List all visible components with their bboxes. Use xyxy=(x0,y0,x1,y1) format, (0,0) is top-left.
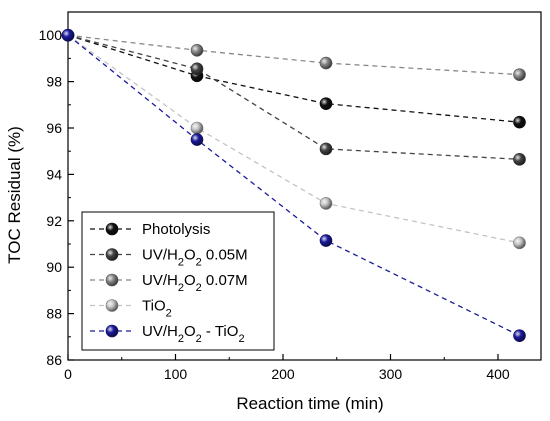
axes: 0 100 200 300 400 86 88 90 92 94 96 98 100 xyxy=(39,11,542,382)
data-point xyxy=(190,43,204,57)
legend-marker xyxy=(105,273,119,287)
x-tick-label: 100 xyxy=(164,366,188,382)
x-tick-label: 0 xyxy=(64,366,72,382)
data-point xyxy=(319,234,333,247)
data-point xyxy=(513,153,526,166)
y-tick-label: 88 xyxy=(46,306,62,322)
series-line xyxy=(67,34,520,337)
legend-item: UV/H2O2 0.05M xyxy=(90,247,248,269)
data-point xyxy=(319,197,333,210)
plot-frame xyxy=(67,11,542,361)
legend-marker xyxy=(105,299,119,312)
series-line xyxy=(67,34,520,244)
series-1 xyxy=(61,28,526,129)
data-point xyxy=(190,62,204,76)
data-point xyxy=(513,68,526,81)
data-point xyxy=(319,97,333,110)
data-point xyxy=(190,133,204,146)
legend-item: UV/H2O2 0.07M xyxy=(90,272,248,294)
data-point xyxy=(319,56,333,70)
series-line xyxy=(67,34,520,160)
y-tick-label: 100 xyxy=(39,27,63,43)
data-point xyxy=(319,142,333,156)
legend-label: Photolysis xyxy=(142,221,210,238)
series-layer xyxy=(61,28,526,342)
legend-label: UV/H2O2 - TiO2 xyxy=(142,323,245,345)
series-4 xyxy=(61,28,526,250)
legend-item: Photolysis xyxy=(90,221,210,238)
legend-label: TiO2 xyxy=(142,298,172,320)
data-point xyxy=(513,329,526,342)
data-point xyxy=(513,236,526,250)
legend-marker xyxy=(105,222,119,236)
x-tick-label: 300 xyxy=(379,366,403,382)
legend-item: TiO2 xyxy=(90,298,172,320)
y-tick-label: 94 xyxy=(46,166,62,182)
y-tick-label: 96 xyxy=(46,120,62,136)
legend: Photolysis UV/H2O2 0.05M UV/H2O2 0.07M TiO2… xyxy=(81,211,275,351)
legend-label: UV/H2O2 0.07M xyxy=(142,272,248,294)
y-axis-label: TOC Residual (%) xyxy=(5,126,24,264)
legend-marker xyxy=(105,248,119,261)
data-point xyxy=(61,28,75,42)
legend-item: UV/H2O2 - TiO2 xyxy=(90,323,245,345)
y-tick-label: 90 xyxy=(46,259,62,275)
y-tick-label: 86 xyxy=(46,352,62,368)
legend-label: UV/H2O2 0.05M xyxy=(142,247,248,269)
x-tick-label: 400 xyxy=(486,366,510,382)
x-axis-label: Reaction time (min) xyxy=(236,394,383,413)
y-tick-label: 98 xyxy=(46,74,62,90)
y-tick-label: 92 xyxy=(46,213,62,229)
x-tick-label: 200 xyxy=(271,366,295,382)
series-5 xyxy=(61,28,526,342)
data-point xyxy=(190,121,204,135)
data-point xyxy=(513,115,526,129)
series-line xyxy=(67,34,520,123)
series-line xyxy=(67,34,520,76)
legend-marker xyxy=(105,324,119,338)
